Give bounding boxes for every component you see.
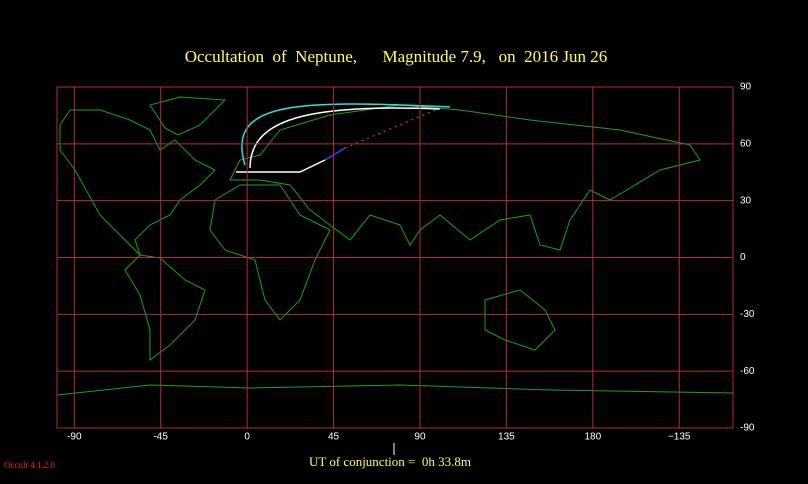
y-tick-label: 0	[740, 252, 746, 263]
x-tick-label: 90	[414, 432, 426, 443]
version: Occult 4.1.2.0	[4, 460, 55, 470]
path-unseen	[344, 107, 441, 149]
y-tick-label: 90	[740, 82, 752, 93]
conjunction-label: UT of conjunction = 0h 33.8m	[309, 454, 471, 469]
australia	[484, 289, 556, 351]
y-tick-label: -30	[740, 309, 755, 320]
path-limit	[249, 107, 441, 169]
occultation-path	[236, 103, 451, 173]
path-limit	[241, 103, 451, 166]
x-tick-label: -45	[153, 432, 168, 443]
title: Occultation of Neptune, Magnitude 7.9, o…	[185, 47, 608, 66]
y-tick-label: -60	[740, 366, 755, 377]
x-tick-label: 135	[498, 432, 515, 443]
x-tick-label: 45	[328, 432, 340, 443]
path-limit	[236, 159, 326, 173]
y-tick-label: 30	[740, 195, 752, 206]
path-daylight	[324, 147, 346, 161]
x-tick-label: −135	[668, 432, 691, 443]
greenland	[149, 96, 227, 136]
north-america	[59, 109, 216, 256]
africa	[209, 184, 331, 321]
x-tick-label: 0	[244, 432, 250, 443]
antarctica	[56, 384, 734, 396]
x-tick-label: 180	[584, 432, 601, 443]
y-tick-label: 60	[740, 138, 752, 149]
x-tick-label: -90	[67, 432, 82, 443]
y-tick-label: -90	[740, 423, 755, 434]
south-america	[124, 254, 206, 361]
